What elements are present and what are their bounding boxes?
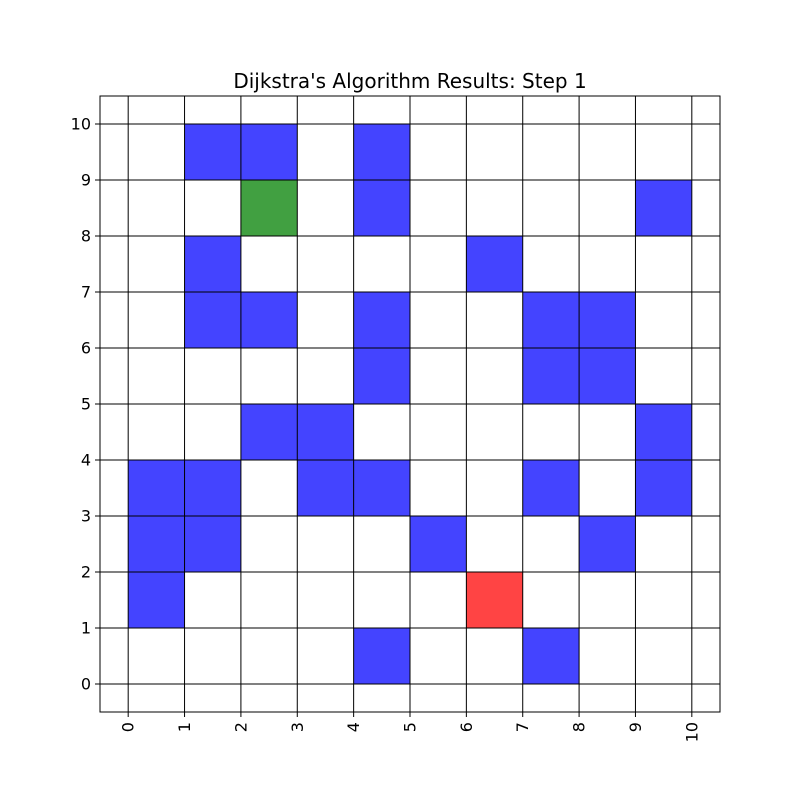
obstacle-cell [184, 516, 241, 572]
obstacle-cell [353, 628, 410, 684]
y-tick-label: 10 [71, 115, 91, 134]
obstacle-cell [410, 516, 467, 572]
obstacle-cell [184, 124, 241, 180]
x-tick-label: 8 [570, 722, 589, 732]
x-ticks: 0 1 2 3 4 5 6 7 8 9 10 [119, 712, 701, 742]
y-ticks: 0 1 2 3 4 5 6 7 8 9 10 [71, 115, 100, 694]
obstacle-cell [522, 348, 580, 404]
y-tick-label: 3 [81, 507, 91, 526]
y-tick-label: 6 [81, 339, 91, 358]
y-tick-label: 1 [81, 619, 91, 638]
goal-cell [466, 572, 523, 628]
plot-frame [99, 95, 721, 713]
obstacle-cell [240, 292, 298, 348]
obstacle-cell [184, 460, 241, 516]
x-tick-label: 6 [457, 722, 476, 732]
x-tick-label: 10 [682, 722, 701, 742]
x-tick-label: 3 [288, 722, 307, 732]
obstacle-cell [184, 236, 241, 292]
obstacle-cell [240, 404, 298, 460]
obstacle-cell [353, 180, 410, 236]
obstacle-cell [522, 628, 580, 684]
x-tick-label: 7 [513, 722, 532, 732]
x-tick-label: 4 [344, 722, 363, 732]
cells-layer [128, 124, 692, 684]
obstacle-cell [522, 292, 580, 348]
obstacle-cell [128, 516, 185, 572]
x-tick-label: 5 [401, 722, 420, 732]
y-tick-label: 5 [81, 395, 91, 414]
x-tick-label: 9 [626, 722, 645, 732]
obstacle-cell [579, 292, 636, 348]
obstacle-cell [353, 292, 410, 348]
obstacle-cell [240, 124, 298, 180]
obstacle-cell [184, 292, 241, 348]
y-tick-label: 7 [81, 283, 91, 302]
obstacle-cell [579, 516, 636, 572]
obstacle-cell [466, 236, 523, 292]
obstacle-cell [635, 404, 692, 460]
start-cell [240, 180, 298, 236]
obstacle-cell [635, 180, 692, 236]
obstacle-cell [579, 348, 636, 404]
x-tick-label: 2 [231, 722, 250, 732]
obstacle-cell [353, 124, 410, 180]
y-tick-label: 9 [81, 171, 91, 190]
y-tick-label: 0 [81, 675, 91, 694]
obstacle-cell [297, 404, 354, 460]
x-tick-label: 1 [175, 722, 194, 732]
obstacle-cell [353, 460, 410, 516]
obstacle-cell [635, 460, 692, 516]
obstacle-cell [297, 460, 354, 516]
grid-layer [100, 96, 720, 712]
y-tick-label: 4 [81, 451, 91, 470]
obstacle-cell [353, 348, 410, 404]
chart-title: Dijkstra's Algorithm Results: Step 1 [233, 69, 586, 93]
x-tick-label: 0 [119, 722, 138, 732]
obstacle-cell [128, 460, 185, 516]
obstacle-cell [128, 572, 185, 628]
obstacle-cell [522, 460, 580, 516]
y-tick-label: 8 [81, 227, 91, 246]
y-tick-label: 2 [81, 563, 91, 582]
